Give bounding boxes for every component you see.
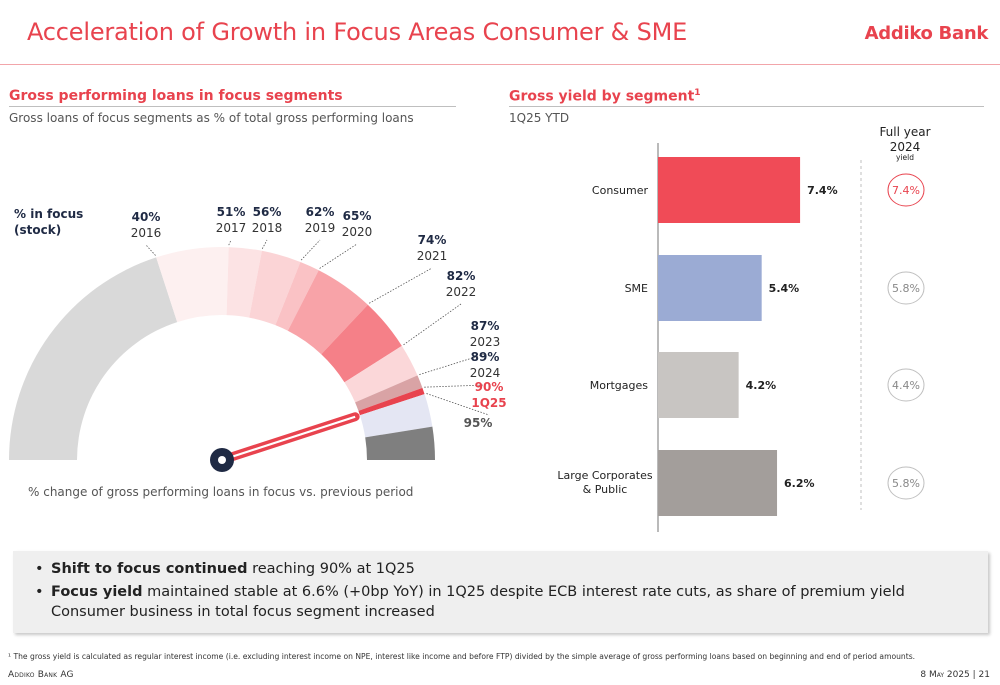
- key-takeaways-box: Shift to focus continued reaching 90% at…: [13, 551, 988, 633]
- title-divider: [0, 64, 1000, 65]
- takeaway-bold: Focus yield: [51, 584, 143, 600]
- bar-category-label: Consumer: [592, 184, 649, 197]
- gauge-pct-label: 74%: [418, 233, 447, 247]
- gauge-period-label: 2017: [216, 221, 247, 235]
- fy-yield-value: 5.8%: [892, 282, 920, 295]
- gauge-pct-label: 56%: [253, 205, 282, 219]
- bar-consumer: [658, 157, 801, 223]
- gauge-bottom-note: % change of gross performing loans in fo…: [28, 485, 413, 499]
- gauge-leader-line: [426, 393, 490, 416]
- bar-category-label: Large Corporates & Public: [557, 469, 652, 496]
- gauge-pct-label: 90%: [475, 380, 504, 394]
- takeaway-item: Shift to focus continued reaching 90% at…: [35, 559, 978, 579]
- gauge-pct-label: 51%: [217, 205, 246, 219]
- takeaway-text: maintained stable at 6.6% (+0bp YoY) in …: [51, 584, 905, 620]
- takeaway-text: reaching 90% at 1Q25: [247, 561, 415, 577]
- gauge-segment-remaining: [365, 426, 435, 460]
- fy-yield-oval: [887, 173, 925, 207]
- right-section-divider: [509, 106, 984, 107]
- bar-category-label: Mortgages: [590, 379, 649, 392]
- focus-gauge-chart: % in focus (stock) % change of gross per…: [9, 205, 507, 499]
- gauge-leader-line: [319, 243, 358, 269]
- stock-label-line2: (stock): [14, 223, 61, 237]
- gauge-leader-line: [228, 239, 232, 246]
- gauge-pct-label: 40%: [132, 210, 161, 224]
- fy-yield-value: 4.4%: [892, 379, 920, 392]
- gauge-segment-2017: [156, 246, 229, 323]
- gauge-pct-label: 82%: [447, 269, 476, 283]
- right-section-title: Gross yield by segment1: [509, 88, 701, 105]
- fy-yield-value: 7.4%: [892, 184, 920, 197]
- gauge-segment-2021: [287, 270, 368, 355]
- footer-company: Addiko Bank AG: [8, 670, 74, 680]
- bar-sme: [658, 255, 762, 321]
- brand-logo: Addiko Bank: [864, 23, 989, 44]
- gauge-segment-2020: [275, 261, 319, 331]
- gauge-period-label: 2018: [252, 221, 283, 235]
- takeaway-bold: Shift to focus continued: [51, 561, 248, 577]
- gauge-period-label: 2022: [446, 285, 477, 299]
- gauge-period-label: 2019: [305, 221, 336, 235]
- gauge-period-label: 2016: [131, 226, 162, 240]
- right-section-title-text: Gross yield by segment: [509, 88, 695, 105]
- takeaway-item: Focus yield maintained stable at 6.6% (+…: [35, 582, 978, 622]
- gauge-segment-2019: [249, 250, 301, 326]
- gauge-segment-1q25: [358, 387, 425, 416]
- left-section-divider: [9, 106, 456, 107]
- fy-header-line1: Full year: [879, 125, 930, 139]
- footnote-marker: 1: [694, 88, 701, 98]
- fy-yield-value: 5.8%: [892, 477, 920, 490]
- bar-large-corporates-public: [658, 450, 778, 516]
- right-section-subtitle: 1Q25 YTD: [509, 111, 570, 125]
- yield-bar-chart: Full year 2024 yield 7.4% Consumer 7.4% 5.4…: [557, 125, 931, 532]
- gauge-segment-2022: [321, 304, 402, 383]
- gauge-segment-target: [359, 394, 433, 438]
- bar-value-label: 5.4%: [769, 282, 800, 295]
- gauge-period-label: 2024: [470, 366, 501, 380]
- fy-yield-oval: [887, 271, 925, 305]
- fy-header-line2: 2024: [890, 140, 921, 154]
- gauge-segment-2018: [226, 247, 262, 318]
- bar-value-label: 6.2%: [784, 477, 815, 490]
- fy-header-line3: yield: [896, 153, 914, 162]
- bar-value-label: 4.2%: [746, 379, 777, 392]
- gauge-needle-hub-center: [218, 456, 226, 464]
- stock-label-line1: % in focus: [14, 207, 83, 221]
- gauge-segment-2016: [9, 257, 178, 460]
- gauge-leader-line: [368, 267, 433, 304]
- gauge-segment-2023: [344, 345, 418, 403]
- left-section-title: Gross performing loans in focus segments: [9, 88, 343, 104]
- gauge-pct-label: 89%: [471, 350, 500, 364]
- gauge-leader-line: [424, 384, 486, 388]
- footnote: ¹ The gross yield is calculated as regul…: [8, 652, 916, 661]
- gauge-period-label: 2020: [342, 225, 373, 239]
- gauge-leader-line: [145, 244, 156, 256]
- gauge-period-label: 1Q25: [471, 396, 506, 410]
- fy-yield-oval: [887, 368, 925, 402]
- fy-yield-oval: [887, 466, 925, 500]
- gauge-pct-label: 62%: [306, 205, 335, 219]
- bar-category-label: SME: [625, 282, 648, 295]
- footer-date-page: 8 May 2025 | 21: [920, 670, 990, 680]
- gauge-segment-2024: [355, 375, 423, 411]
- left-section-subtitle: Gross loans of focus segments as % of to…: [9, 111, 414, 125]
- takeaways-list: Shift to focus continued reaching 90% at…: [35, 559, 978, 622]
- bar-mortgages: [658, 352, 739, 418]
- gauge-period-label: 2023: [470, 335, 501, 349]
- gauge-period-label: 2021: [417, 249, 448, 263]
- gauge-pct-label: 95%: [464, 416, 493, 430]
- bar-value-label: 7.4%: [807, 184, 838, 197]
- page-title: Acceleration of Growth in Focus Areas Co…: [27, 18, 688, 46]
- gauge-needle-highlight: [221, 415, 356, 462]
- gauge-pct-label: 87%: [471, 319, 500, 333]
- gauge-pct-label: 65%: [343, 209, 372, 223]
- gauge-leader-line: [419, 353, 486, 375]
